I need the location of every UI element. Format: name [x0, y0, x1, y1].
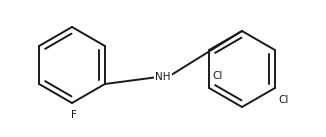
Text: F: F — [71, 110, 77, 120]
Text: Cl: Cl — [278, 95, 288, 105]
Text: NH: NH — [155, 72, 171, 82]
Text: Cl: Cl — [212, 71, 222, 81]
